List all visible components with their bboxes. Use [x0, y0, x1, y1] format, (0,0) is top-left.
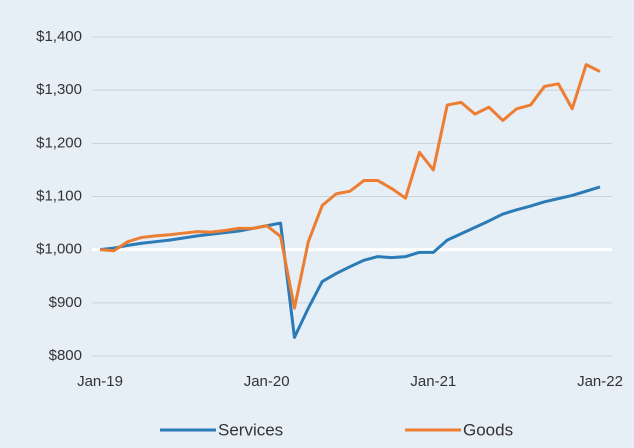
y-tick-label: $1,000 [36, 241, 82, 258]
series-line [99, 185, 601, 339]
y-tick-label: $1,400 [36, 28, 82, 45]
y-tick-label: $1,100 [36, 187, 82, 204]
y-tick-label: $1,200 [36, 134, 82, 151]
y-tick-label: $900 [49, 294, 82, 311]
y-tick-label: $1,300 [36, 81, 82, 98]
legend-label: Services [218, 420, 283, 439]
series-line [99, 63, 601, 310]
legend-label: Goods [463, 420, 513, 439]
x-tick-label: Jan-19 [77, 373, 123, 390]
x-tick-label: Jan-20 [244, 373, 290, 390]
x-tick-label: Jan-21 [410, 373, 456, 390]
x-tick-label: Jan-22 [577, 373, 623, 390]
y-tick-label: $800 [49, 347, 82, 364]
